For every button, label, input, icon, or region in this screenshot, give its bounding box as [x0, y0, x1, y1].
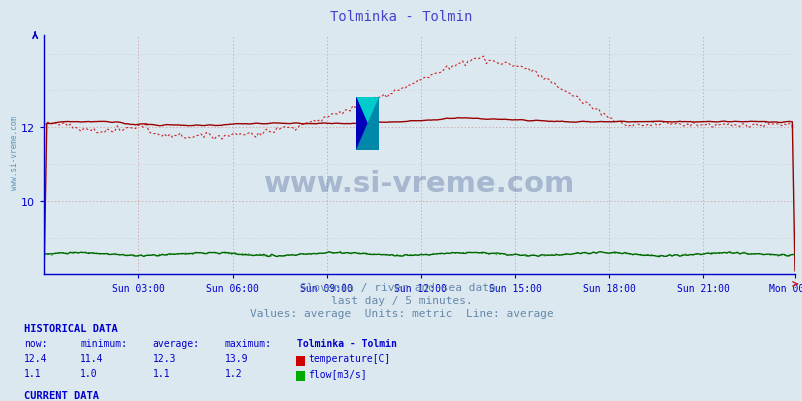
Text: 12.4: 12.4 — [24, 353, 47, 363]
Text: average:: average: — [152, 338, 200, 348]
Text: www.si-vreme.com: www.si-vreme.com — [264, 170, 574, 198]
Text: HISTORICAL DATA: HISTORICAL DATA — [24, 323, 118, 333]
Text: now:: now: — [24, 338, 47, 348]
Text: Slovenia / river and sea data.: Slovenia / river and sea data. — [300, 283, 502, 293]
Text: 11.4: 11.4 — [80, 353, 103, 363]
Polygon shape — [355, 98, 379, 151]
Text: 1.1: 1.1 — [152, 369, 170, 379]
Text: 1.1: 1.1 — [24, 369, 42, 379]
Text: 1.0: 1.0 — [80, 369, 98, 379]
Text: 12.3: 12.3 — [152, 353, 176, 363]
Text: minimum:: minimum: — [80, 338, 128, 348]
Text: flow[m3/s]: flow[m3/s] — [308, 369, 367, 379]
Polygon shape — [355, 98, 379, 151]
Text: CURRENT DATA: CURRENT DATA — [24, 390, 99, 400]
Text: Values: average  Units: metric  Line: average: Values: average Units: metric Line: aver… — [249, 308, 553, 318]
Polygon shape — [355, 98, 379, 151]
Text: last day / 5 minutes.: last day / 5 minutes. — [330, 296, 472, 306]
Text: 13.9: 13.9 — [225, 353, 248, 363]
Text: 1.2: 1.2 — [225, 369, 242, 379]
Text: maximum:: maximum: — [225, 338, 272, 348]
Text: temperature[C]: temperature[C] — [308, 353, 390, 363]
Polygon shape — [355, 98, 379, 151]
Text: Tolminka - Tolmin: Tolminka - Tolmin — [297, 338, 396, 348]
Text: www.si-vreme.com: www.si-vreme.com — [10, 115, 19, 189]
Text: Tolminka - Tolmin: Tolminka - Tolmin — [330, 10, 472, 24]
